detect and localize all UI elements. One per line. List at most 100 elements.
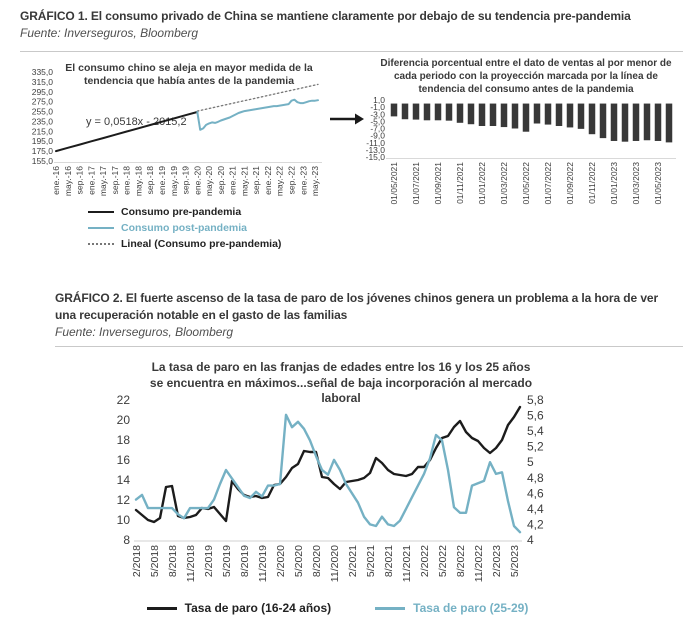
tick-label: -11,0 [366, 138, 385, 148]
tick-label: 01/07/2022 [543, 162, 553, 205]
tick-label: 2/2022 [419, 545, 431, 577]
bar [522, 103, 530, 132]
tick-label: 8/2019 [239, 545, 251, 577]
tick-label: ene.-23 [298, 166, 308, 195]
tick-label: 01/11/2022 [587, 162, 597, 204]
tick-label: -3,0 [370, 109, 385, 119]
figure1-header: GRÁFICO 1. El consumo privado de China s… [20, 8, 675, 42]
data-series-line [196, 83, 319, 112]
tick-label: may.-18 [133, 166, 143, 196]
tick-label: 11/2019 [257, 545, 269, 582]
tick-label: 8/2018 [167, 545, 179, 577]
tick-label: 215,0 [32, 126, 54, 136]
bar [621, 103, 629, 142]
tick-label: 235,0 [32, 116, 54, 126]
legend-label: Consumo pre-pandemia [121, 206, 242, 218]
figure1-title: GRÁFICO 1. El consumo privado de China s… [20, 9, 631, 23]
tick-label: may.-16 [63, 166, 73, 196]
tick-label: 295,0 [32, 87, 54, 97]
bar [610, 103, 618, 141]
tick-label: 275,0 [32, 97, 54, 107]
tick-label: 4,8 [527, 471, 544, 485]
tick-label: 4 [527, 533, 534, 547]
tick-label: 11/2020 [329, 545, 341, 582]
tick-label: may.-19 [169, 166, 179, 196]
tick-label: 11/2022 [473, 545, 485, 582]
legend-label: Tasa de paro (16-24 años) [184, 601, 332, 615]
tick-label: ene.-16 [51, 166, 61, 195]
bar [599, 103, 607, 139]
tick-label: 01/05/2023 [653, 162, 663, 205]
tick-label: 335,0 [32, 67, 54, 77]
bar [401, 103, 409, 120]
figure2-header: GRÁFICO 2. El fuerte ascenso de la tasa … [55, 290, 660, 340]
tick-label: sep.-17 [110, 166, 120, 195]
bar [533, 103, 541, 124]
tick-label: 5,2 [527, 440, 544, 454]
tick-label: 5/2019 [221, 545, 233, 577]
tick-label: -15,0 [366, 152, 386, 162]
tick-label: 01/07/2021 [411, 162, 421, 205]
tick-label: 5 [527, 455, 534, 469]
tick-label: 195,0 [32, 136, 54, 146]
tick-label: sep.-19 [181, 166, 191, 195]
tick-label: sep.-16 [75, 166, 85, 195]
tick-label: -5,0 [370, 116, 385, 126]
bar [588, 103, 596, 135]
bar [489, 103, 497, 127]
tick-label: 12 [117, 493, 131, 507]
legend-item-lineal: Lineal (Consumo pre-pandemia) [88, 238, 281, 250]
tick-label: 5,6 [527, 409, 544, 423]
tick-label: -7,0 [370, 124, 385, 134]
tick-label: 8/2020 [311, 545, 323, 577]
tick-label: 155,0 [32, 156, 54, 166]
tick-label: 20 [117, 413, 131, 427]
tick-label: 4,6 [527, 486, 544, 500]
dotted-line-sample-icon [88, 243, 114, 245]
tick-label: 01/05/2022 [521, 162, 531, 205]
tick-label: ene.-21 [228, 166, 238, 195]
unemployment-chart-title: La tasa de paro en las franjas de edades… [149, 360, 533, 406]
bar [467, 103, 475, 125]
bar [511, 103, 519, 129]
bar [390, 103, 398, 117]
data-series-line [55, 111, 199, 153]
tick-label: 2/2020 [275, 545, 287, 577]
retail-gap-chart-title: Diferencia porcentual entre el dato de v… [380, 58, 672, 95]
bar [500, 103, 508, 128]
tick-label: 4,2 [527, 517, 544, 531]
divider [55, 346, 683, 347]
blue-line-sample-icon [88, 227, 114, 229]
tick-label: 5,8 [527, 393, 544, 407]
tick-label: may.-23 [310, 166, 320, 196]
bar [654, 103, 662, 141]
tick-label: sep.-21 [251, 166, 261, 195]
tick-label: -1,0 [370, 102, 385, 112]
tick-label: 5/2023 [509, 545, 521, 577]
legend-item-post-pandemia: Consumo post-pandemia [88, 222, 247, 234]
unemployment-line-chart: 8 10 12 14 16 18 20 22 4 4,24,4 4,64,8 55,2 5,45,6 5,… [117, 393, 544, 582]
bar [478, 103, 486, 127]
tick-label: may.-20 [204, 166, 214, 196]
tick-label: 01/11/2021 [455, 162, 465, 204]
tick-label: 18 [117, 433, 131, 447]
data-series-line [134, 405, 522, 524]
tick-label: may.-21 [239, 166, 249, 196]
tick-label: sep.-18 [145, 166, 155, 195]
tick-label: 8 [123, 533, 130, 547]
tick-label: ene.-22 [263, 166, 273, 195]
tick-label: sep.-20 [216, 166, 226, 195]
tick-label: 4,4 [527, 502, 544, 516]
tick-label: 01/09/2022 [565, 162, 575, 205]
tick-label: may.-22 [275, 166, 285, 196]
tick-label: 01/01/2023 [609, 162, 619, 205]
tick-label: -9,0 [370, 131, 385, 141]
tick-label: 5/2022 [437, 545, 449, 577]
tick-label: 11/2018 [185, 545, 197, 582]
tick-label: 5,4 [527, 424, 544, 438]
figure1-source: Fuente: Inverseguros, Bloomberg [20, 25, 199, 40]
bar [423, 103, 431, 121]
figure2-title: GRÁFICO 2. El fuerte ascenso de la tasa … [55, 291, 659, 322]
bar [544, 103, 552, 125]
legend-label: Consumo post-pandemia [121, 222, 248, 234]
